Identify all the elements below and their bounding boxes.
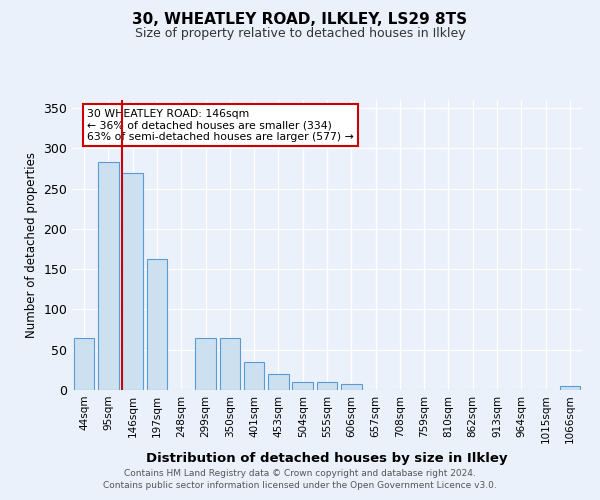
Bar [341, 384, 362, 390]
Text: 30, WHEATLEY ROAD, ILKLEY, LS29 8TS: 30, WHEATLEY ROAD, ILKLEY, LS29 8TS [133, 12, 467, 28]
Bar [122, 172, 143, 390]
Text: Contains HM Land Registry data © Crown copyright and database right 2024.
Contai: Contains HM Land Registry data © Crown c… [103, 469, 497, 490]
Bar [560, 386, 580, 390]
Bar [292, 382, 313, 390]
Text: Size of property relative to detached houses in Ilkley: Size of property relative to detached ho… [134, 28, 466, 40]
Bar [98, 162, 119, 390]
X-axis label: Distribution of detached houses by size in Ilkley: Distribution of detached houses by size … [146, 452, 508, 465]
Text: 30 WHEATLEY ROAD: 146sqm
← 36% of detached houses are smaller (334)
63% of semi-: 30 WHEATLEY ROAD: 146sqm ← 36% of detach… [88, 108, 354, 142]
Bar [220, 338, 240, 390]
Bar [74, 338, 94, 390]
Bar [317, 382, 337, 390]
Bar [146, 258, 167, 390]
Y-axis label: Number of detached properties: Number of detached properties [25, 152, 38, 338]
Bar [244, 362, 265, 390]
Bar [195, 338, 216, 390]
Bar [268, 374, 289, 390]
